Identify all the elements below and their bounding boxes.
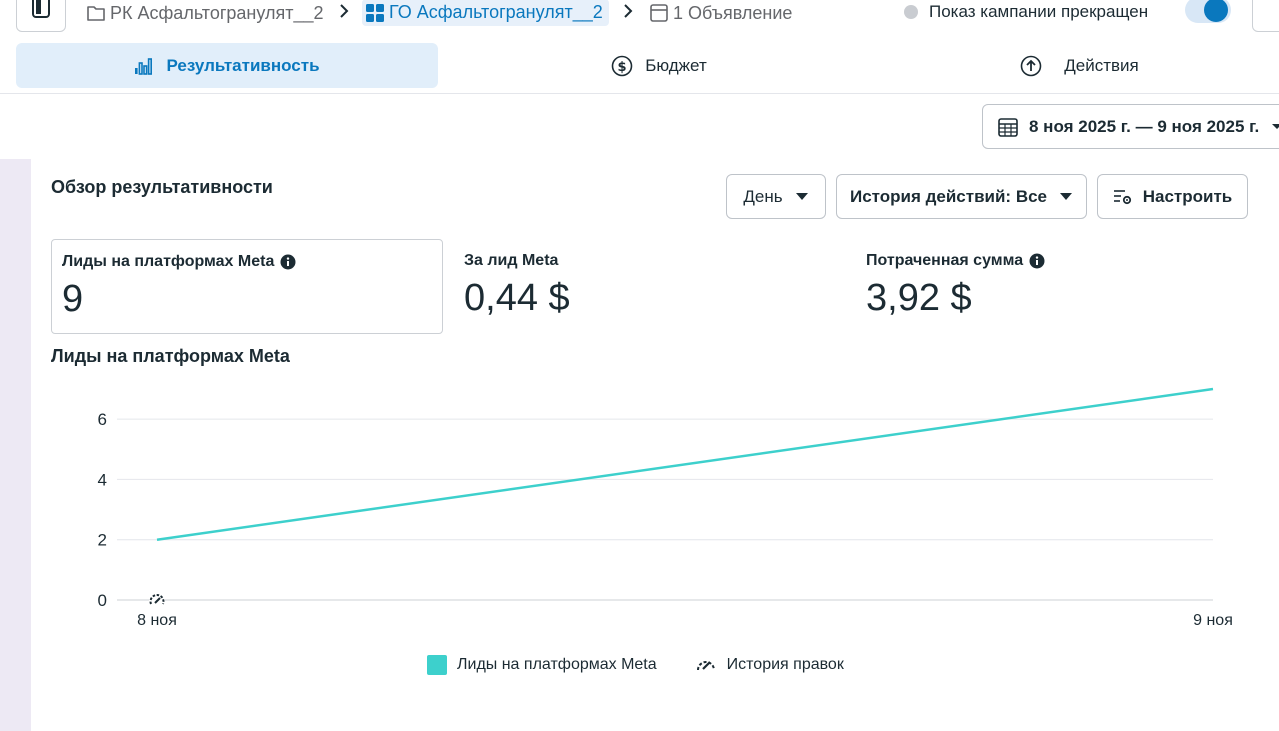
date-range-picker[interactable]: 8 ноя 2025 г. — 9 ноя 2025 г. [982,104,1279,149]
x-tick-label: 8 ноя [137,612,177,629]
legend-item-series[interactable]: Лиды на платформах Meta [427,655,657,675]
legend-series-label: Лиды на платформах Meta [457,656,657,673]
chevron-right-icon [338,2,350,25]
ad-window-icon [649,3,669,23]
delivery-status: Показ кампании прекращен [904,0,1148,24]
caret-down-icon [795,192,809,201]
breadcrumb-campaign-label: РК Асфальтогранулят__2 [110,2,324,23]
status-text: Показ кампании прекращен [929,2,1149,21]
edit-history-marker[interactable] [149,592,165,608]
top-bar: РК Асфальтогранулят__2 ГО Асфальтогранул… [0,0,1279,38]
chart-legend: Лиды на платформах Meta История правок [427,653,882,677]
status-dot [904,5,918,19]
campaign-toggle[interactable] [1185,0,1231,23]
history-select[interactable]: История действий: Все [836,174,1087,219]
caret-down-icon [1271,123,1279,131]
metric-card-leads[interactable]: Лиды на платформах Meta 9 [51,239,443,334]
caret-down-icon [1059,192,1073,201]
tab-actions[interactable]: Действия [880,43,1279,88]
legend-item-history[interactable]: История правок [695,655,844,675]
x-tick-label: 9 ноя [1193,612,1233,629]
breadcrumb-adset[interactable]: ГО Асфальтогранулят__2 [362,0,609,26]
metric-label-text: За лид Meta [464,252,559,269]
tab-performance[interactable]: Результативность [16,43,438,88]
date-row: 8 ноя 2025 г. — 9 ноя 2025 г. [0,95,1279,159]
info-icon[interactable] [280,254,296,270]
metric-label: Лиды на платформах Meta [62,253,296,271]
configure-button[interactable]: Настроить [1097,174,1248,219]
edit-history-icon [695,655,717,675]
performance-overview-card: Обзор результативности День История дейс… [31,159,1279,731]
y-tick-label: 0 [98,591,107,610]
series-line [156,387,1214,541]
tab-performance-label: Результативность [166,55,320,75]
overview-title: Обзор результативности [51,177,273,197]
metric-label: Потраченная сумма [866,252,1045,270]
leads-line-chart: 0 2 4 6 8 ноя 9 ноя [98,387,1233,629]
calendar-icon [997,116,1019,138]
metric-value: 0,44 $ [464,277,570,319]
chart-title: Лиды на платформах Meta [51,346,290,366]
metric-value: 3,92 $ [866,277,972,319]
svg-text:$: $ [618,60,627,75]
tab-actions-label: Действия [1064,55,1139,75]
tab-budget-label: Бюджет [645,55,707,75]
breadcrumb-ad-label: 1 Объявление [673,2,793,23]
bar-chart-icon [134,57,154,75]
period-select[interactable]: День [726,174,826,219]
metric-label: За лид Meta [464,252,558,270]
y-tick-label: 2 [98,531,107,550]
tab-bar: Результативность $ Бюджет Действия [0,38,1279,94]
legend-swatch [427,655,447,675]
chevron-right-icon [622,2,634,25]
breadcrumb-campaign[interactable]: РК Асфальтогранулят__2 [86,0,324,26]
metric-card-amount-spent[interactable]: Потраченная сумма 3,92 $ [856,239,1248,334]
settings-list-icon [1113,188,1133,206]
y-tick-label: 4 [98,470,107,489]
folder-icon [86,3,106,23]
grid-icon [365,3,385,23]
y-tick-label: 6 [98,410,107,429]
breadcrumb-adset-label: ГО Асфальтогранулят__2 [389,2,603,22]
toggle-knob [1204,0,1228,22]
configure-label: Настроить [1142,186,1233,206]
metric-value: 9 [62,278,84,320]
metric-label-text: Лиды на платформах Meta [62,253,275,270]
arrow-up-circle-icon [1020,55,1042,77]
date-range-label: 8 ноя 2025 г. — 9 ноя 2025 г. [1029,116,1260,136]
metric-card-cost-per-lead[interactable]: За лид Meta 0,44 $ [454,239,846,334]
period-select-label: День [743,186,783,206]
legend-history-label: История правок [726,656,844,673]
history-select-label: История действий: Все [849,186,1048,206]
tab-budget[interactable]: $ Бюджет [438,43,880,88]
metric-label-text: Потраченная сумма [866,252,1024,269]
sidebar-toggle-button[interactable] [16,0,66,32]
dollar-circle-icon: $ [611,55,633,77]
more-options-button[interactable] [1252,0,1279,32]
info-icon[interactable] [1029,253,1045,269]
sidebar-toggle-icon [30,0,52,26]
breadcrumb-ad[interactable]: 1 Объявление [649,0,792,26]
